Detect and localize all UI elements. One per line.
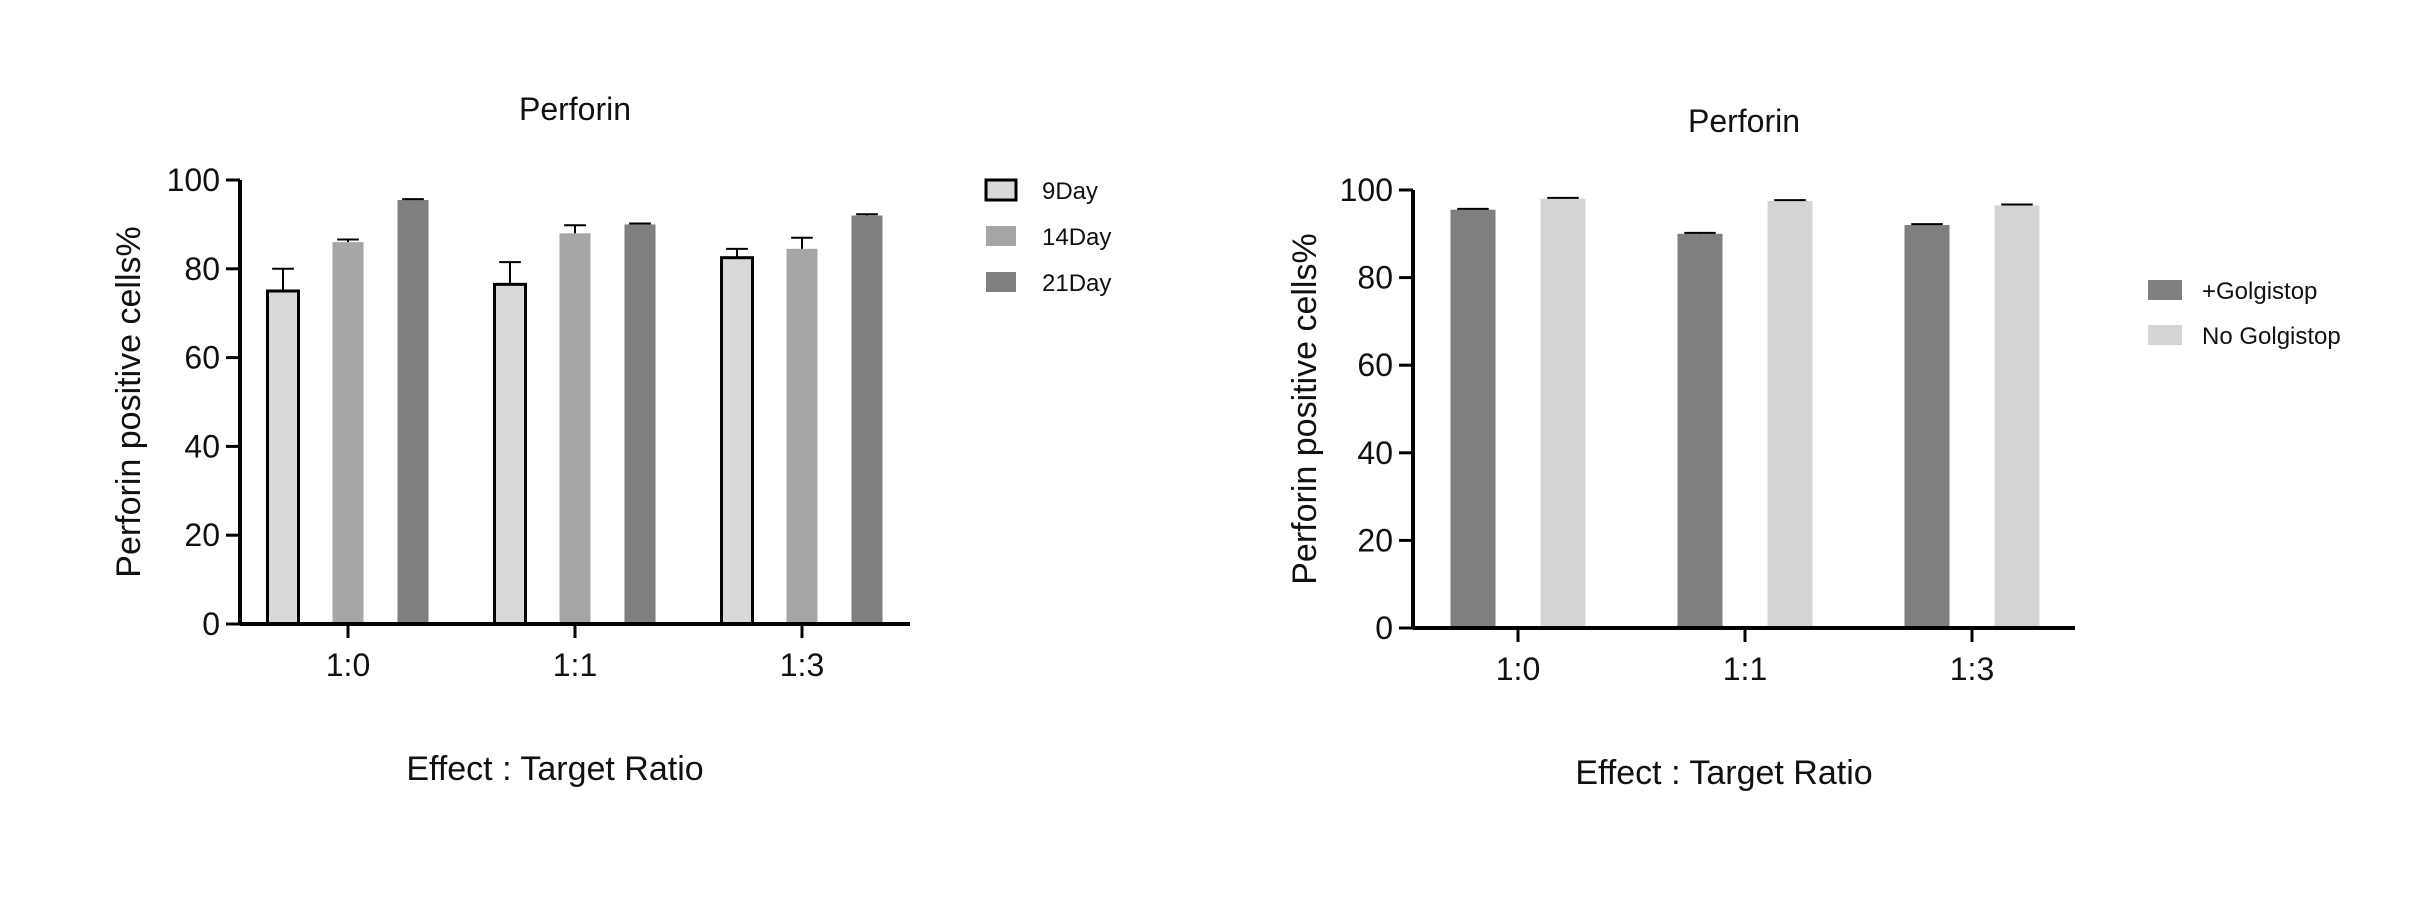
x-tick-label: 1:0 bbox=[1496, 651, 1540, 687]
x-axis-label: Effect : Target Ratio bbox=[406, 750, 703, 788]
chart-left: Perforin Perforin positive cells% Effect :… bbox=[110, 91, 1111, 788]
legend-label: 21Day bbox=[1042, 270, 1111, 297]
x-axis-label: Effect : Target Ratio bbox=[1575, 754, 1872, 792]
legend-swatch bbox=[986, 226, 1016, 246]
y-tick-label: 80 bbox=[1357, 260, 1393, 296]
chart-title: Perforin bbox=[1688, 103, 1800, 139]
x-tick-label: 1:1 bbox=[1723, 651, 1767, 687]
bar-14day-1 bbox=[559, 233, 591, 624]
bar-9day-2 bbox=[720, 256, 754, 626]
legend-swatch bbox=[984, 178, 1018, 202]
y-axis-label: Perforin positive cells% bbox=[110, 226, 148, 577]
y-axis-label: Perforin positive cells% bbox=[1286, 233, 1324, 584]
y-tick-label: 100 bbox=[167, 162, 220, 198]
bar-21day-0 bbox=[397, 199, 429, 625]
bar-no-golgistop-2 bbox=[1994, 205, 2040, 628]
legend-label: No Golgistop bbox=[2202, 323, 2341, 350]
x-tick-label: 1:0 bbox=[326, 647, 370, 683]
bar-no-golgistop-0 bbox=[1540, 198, 1586, 628]
y-tick-label: 100 bbox=[1340, 172, 1393, 208]
y-tick-label: 20 bbox=[1357, 522, 1393, 558]
x-tick-label: 1:3 bbox=[780, 647, 824, 683]
legend: +Golgistop No Golgistop bbox=[2148, 278, 2341, 350]
bar-no-golgistop-1 bbox=[1767, 200, 1813, 628]
y-tick-label: 60 bbox=[1357, 347, 1393, 383]
legend-label: 14Day bbox=[1042, 224, 1111, 251]
bar--golgistop-1 bbox=[1677, 233, 1723, 629]
y-tick-label: 40 bbox=[184, 428, 220, 464]
bar-14day-0 bbox=[332, 242, 364, 624]
bar--golgistop-0 bbox=[1450, 209, 1496, 628]
y-tick-label: 20 bbox=[184, 517, 220, 553]
x-tick-label: 1:3 bbox=[1950, 651, 1994, 687]
bar--golgistop-2 bbox=[1904, 225, 1950, 629]
bar-14day-2 bbox=[786, 248, 818, 624]
bar-21day-2 bbox=[851, 215, 883, 624]
chart-right: Perforin Perforin positive cells% Effect :… bbox=[1286, 103, 2341, 792]
legend-swatch bbox=[986, 272, 1016, 292]
bar-9day-0 bbox=[266, 289, 300, 626]
bar-9day-1 bbox=[493, 282, 527, 626]
x-tick-label: 1:1 bbox=[553, 647, 597, 683]
y-tick-label: 0 bbox=[1375, 610, 1393, 646]
chart-title: Perforin bbox=[519, 91, 631, 127]
y-tick-label: 0 bbox=[202, 606, 220, 642]
y-tick-label: 60 bbox=[184, 340, 220, 376]
legend-swatch bbox=[2148, 325, 2182, 345]
legend-swatch bbox=[2148, 280, 2182, 300]
y-tick-label: 80 bbox=[184, 251, 220, 287]
bar-21day-1 bbox=[624, 224, 656, 624]
y-tick-label: 40 bbox=[1357, 435, 1393, 471]
legend-label: 9Day bbox=[1042, 178, 1098, 205]
legend-label: +Golgistop bbox=[2202, 278, 2317, 305]
legend: 9Day 14Day 21Day bbox=[984, 178, 1111, 297]
